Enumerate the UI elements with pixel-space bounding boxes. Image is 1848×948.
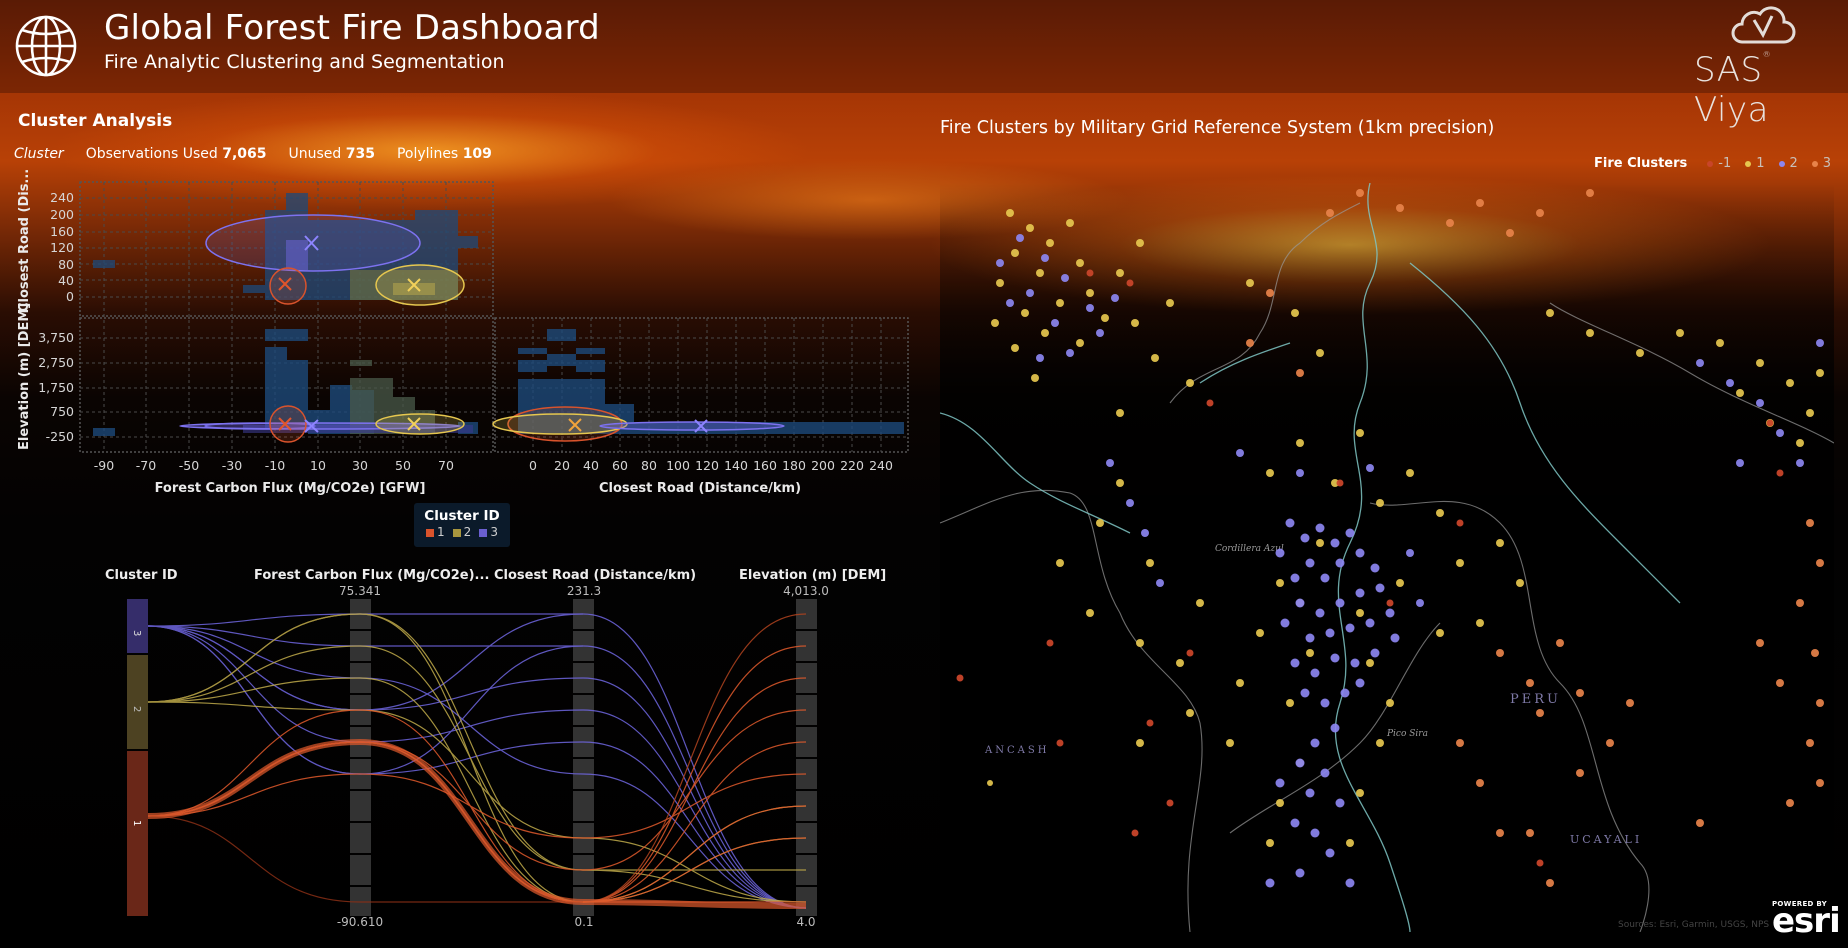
cluster-label-1: 1 [131, 820, 142, 826]
elevation-min: 4.0 [796, 915, 816, 929]
parallel-coordinates-chart[interactable]: 3 2 1 [0, 590, 930, 920]
svg-text:Pico Sira: Pico Sira [1386, 729, 1428, 739]
road-y-axis-label: Closest Road (Dis... [17, 168, 32, 312]
cluster-segment-1 [127, 751, 148, 916]
cluster-analysis-title: Cluster Analysis [18, 111, 173, 131]
scatter-matrix[interactable] [0, 0, 930, 480]
pc-axis-flux: Forest Carbon Flux (Mg/CO2e)... [254, 568, 490, 583]
map-title: Fire Clusters by Military Grid Reference… [940, 118, 1495, 138]
road-min: 0.1 [574, 915, 594, 929]
esri-logo: POWERED BY esri [1772, 900, 1841, 941]
elevation-y-axis-label: Elevation (m) [DEM] [17, 302, 32, 450]
map-attribution: Sources: Esri, Garmin, USGS, NPS [1618, 920, 1770, 930]
model-type: Cluster [14, 146, 64, 162]
map-label-peru: PERU [1510, 692, 1561, 707]
legend-item-1: 1 [426, 525, 445, 539]
cluster-label-2: 2 [131, 706, 142, 712]
cluster-segment-3 [127, 599, 148, 653]
unused-count: Unused 735 [288, 146, 375, 162]
legend-item-2: 2 [452, 525, 471, 539]
legend-cluster-1: 1 [1745, 156, 1765, 171]
cluster-label-3: 3 [131, 630, 142, 636]
road-x-axis-label: Closest Road (Distance/km) [598, 481, 802, 496]
legend-cluster-3: 3 [1811, 156, 1831, 171]
dashboard-subtitle: Fire Analytic Clustering and Segmentatio… [104, 51, 505, 73]
cluster-stats: Cluster Observations Used 7,065 Unused 7… [14, 146, 492, 162]
road-max: 231.3 [566, 584, 602, 598]
cluster-id-legend[interactable]: Cluster ID 1 2 3 [414, 503, 510, 547]
flux-max: 75.341 [339, 584, 381, 598]
observations-used: Observations Used 7,065 [85, 146, 267, 162]
sas-viya-logo: SAS® Viya [1694, 50, 1772, 130]
map-label-ucayali: UCAYALI [1570, 833, 1642, 846]
pc-axis-elevation: Elevation (m) [DEM] [739, 568, 887, 583]
flux-x-axis-label: Forest Carbon Flux (Mg/CO2e) [GFW] [154, 481, 426, 496]
globe-icon [15, 15, 77, 77]
fire-clusters-legend[interactable]: Fire Clusters -1 1 2 3 [1594, 156, 1832, 171]
pc-axis-road: Closest Road (Distance/km) [494, 568, 697, 583]
legend-cluster-2: 2 [1778, 156, 1798, 171]
pc-axis-cluster-id: Cluster ID [105, 568, 178, 583]
header-band [0, 0, 1848, 93]
fire-cluster-map[interactable]: PERU UCAYALI ANCASH Cordillera Azul Pico… [940, 183, 1834, 932]
map-label-ancash: ANCASH [984, 745, 1049, 756]
legend-cluster-neg1: -1 [1707, 156, 1731, 171]
legend-item-3: 3 [479, 525, 498, 539]
cloud-check-icon [1731, 6, 1796, 44]
cluster-segment-2 [127, 655, 148, 749]
flux-min: -90.610 [336, 915, 384, 929]
svg-text:Cordillera Azul: Cordillera Azul [1215, 544, 1284, 554]
polylines-count: Polylines 109 [396, 146, 492, 162]
elevation-max: 4,013.0 [783, 584, 829, 598]
dashboard-title: Global Forest Fire Dashboard [104, 8, 600, 48]
